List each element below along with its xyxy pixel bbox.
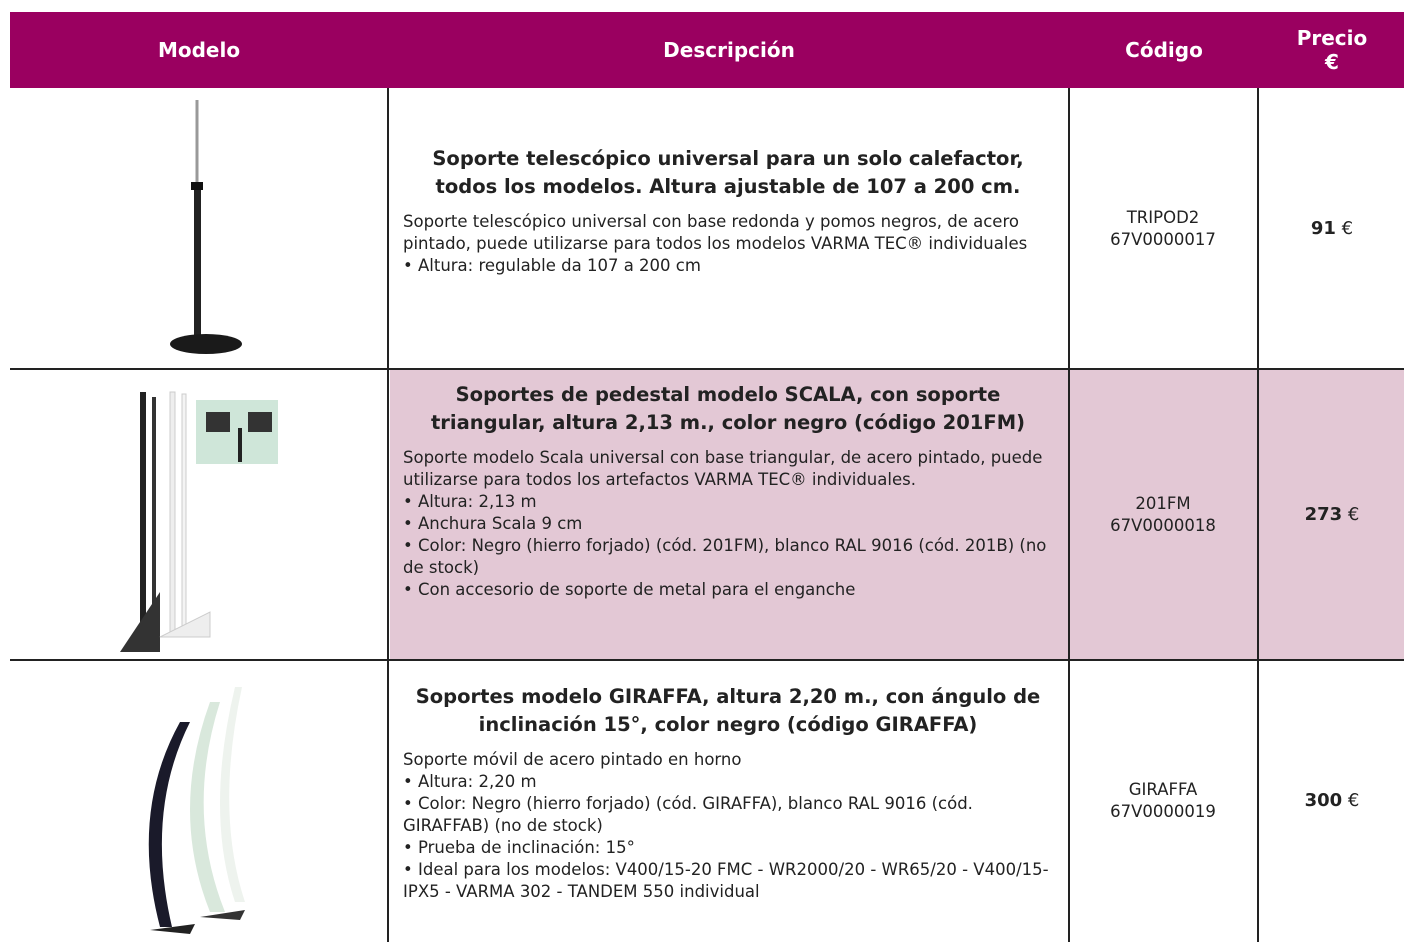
- header: Modelo Descripción Código Precio €: [10, 12, 1404, 88]
- price: 91 €: [1260, 218, 1404, 239]
- description-line: • Color: Negro (hierro forjado) (cód. GI…: [403, 794, 973, 835]
- divider: [387, 88, 389, 942]
- divider: [1068, 88, 1070, 942]
- divider: [1257, 88, 1259, 942]
- currency: €: [1347, 504, 1360, 525]
- code: TRIPOD2 67V0000017: [1070, 207, 1256, 251]
- col-header: Precio: [1296, 26, 1368, 50]
- product-image: [170, 100, 242, 354]
- price: 300 €: [1260, 790, 1404, 811]
- col-header: Modelo: [157, 38, 241, 62]
- description-title: Soportes modelo GIRAFFA, altura 2,20 m.,…: [415, 685, 1041, 736]
- description: Soportes modelo GIRAFFA, altura 2,20 m.,…: [403, 683, 1053, 903]
- description-line: • Ideal para los modelos: V400/15-20 FMC…: [403, 860, 1049, 901]
- code-line: GIRAFFA: [1128, 780, 1198, 799]
- description-line: Soporte modelo Scala universal con base …: [403, 448, 1043, 489]
- code-line: 201FM: [1135, 494, 1191, 513]
- row-highlight: [390, 370, 1404, 660]
- product-image: [148, 687, 245, 934]
- currency: €: [1325, 50, 1339, 74]
- product-image: [120, 391, 278, 652]
- col-header: Descripción: [663, 38, 795, 62]
- col-header: Precio €: [1260, 12, 1404, 88]
- price-value: 273: [1304, 504, 1343, 525]
- currency: €: [1341, 218, 1354, 239]
- description-line: • Altura: 2,20 m: [403, 772, 537, 791]
- description-line: Soporte móvil de acero pintado en horno: [403, 750, 742, 769]
- price: 273 €: [1260, 504, 1404, 525]
- code-line: TRIPOD2: [1126, 208, 1200, 227]
- code-line: 67V0000019: [1110, 802, 1216, 821]
- description-line: • Con accesorio de soporte de metal para…: [403, 580, 856, 599]
- description-title: Soporte telescópico universal para un so…: [432, 147, 1024, 198]
- currency: €: [1347, 790, 1360, 811]
- code-line: 67V0000018: [1110, 516, 1216, 535]
- divider: [10, 368, 1404, 370]
- description: Soportes de pedestal modelo SCALA, con s…: [403, 381, 1053, 601]
- description-title: Soportes de pedestal modelo SCALA, con s…: [430, 383, 1026, 434]
- description: Soporte telescópico universal para un so…: [403, 145, 1053, 277]
- price-value: 300: [1304, 790, 1343, 811]
- divider: [10, 659, 1404, 661]
- code-line: 67V0000017: [1110, 230, 1216, 249]
- description-line: • Prueba de inclinación: 15°: [403, 838, 635, 857]
- col-header: Código: [1125, 38, 1203, 62]
- description-line: • Anchura Scala 9 cm: [403, 514, 583, 533]
- code: 201FM 67V0000018: [1070, 493, 1256, 537]
- description-line: • Altura: 2,13 m: [403, 492, 537, 511]
- description-line: • Color: Negro (hierro forjado) (cód. 20…: [403, 536, 1047, 577]
- code: GIRAFFA 67V0000019: [1070, 779, 1256, 823]
- price-value: 91: [1310, 218, 1336, 239]
- description-line: Soporte telescópico universal con base r…: [403, 212, 1028, 253]
- description-line: • Altura: regulable da 107 a 200 cm: [403, 256, 701, 275]
